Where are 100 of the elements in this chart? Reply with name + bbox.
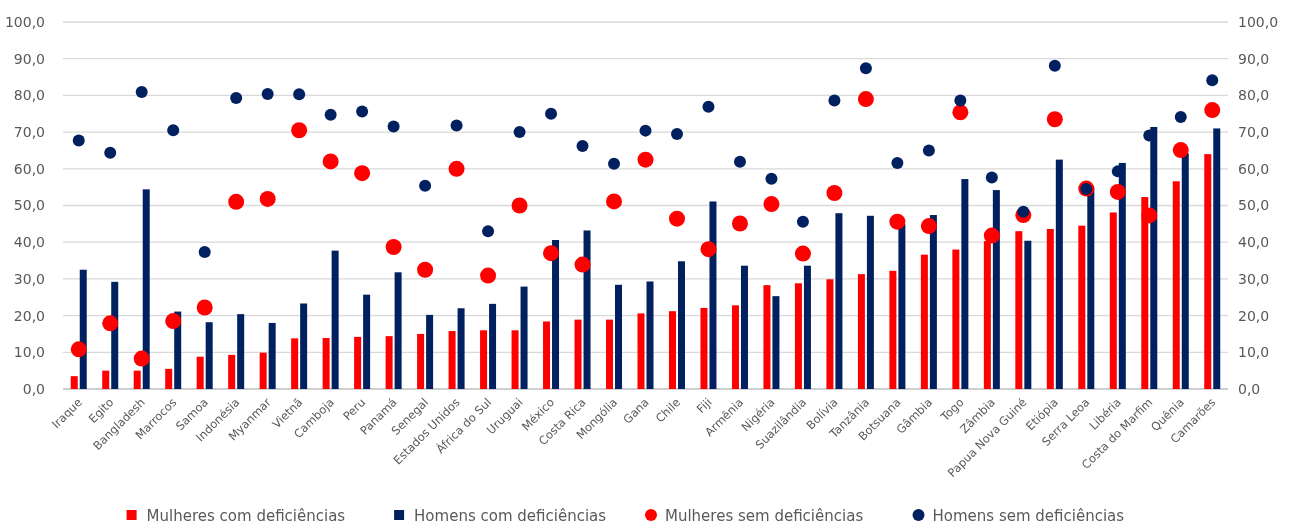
bar (205, 322, 213, 389)
point (889, 213, 906, 230)
y-tick-label: 90,0 (13, 50, 45, 67)
point (983, 227, 1000, 244)
bar (457, 308, 465, 389)
bar (700, 307, 708, 389)
bar (300, 303, 308, 389)
bar (920, 254, 928, 389)
bar (228, 354, 236, 389)
bar (394, 272, 402, 389)
point (102, 315, 119, 332)
bar (615, 284, 623, 389)
point (637, 151, 654, 168)
bar (70, 376, 78, 389)
bar (1204, 154, 1212, 389)
bar (426, 314, 434, 389)
bar (677, 261, 685, 389)
bar (763, 285, 771, 389)
bar (102, 370, 110, 389)
bar (448, 331, 456, 389)
y-tick-label: 100,0 (4, 13, 45, 30)
y2-tick-label: 50,0 (1238, 197, 1270, 214)
point (291, 122, 308, 139)
y2-tick-label: 90,0 (1238, 50, 1270, 67)
point (356, 105, 369, 118)
bar (268, 322, 276, 389)
bar (731, 305, 739, 389)
y2-tick-label: 60,0 (1238, 160, 1270, 177)
point (543, 245, 560, 262)
point (198, 246, 211, 259)
bar (142, 189, 150, 389)
point (700, 241, 717, 258)
point (639, 124, 652, 137)
point (196, 299, 213, 316)
legend-label: Mulheres com deficiências (146, 507, 346, 525)
y2-tick-label: 10,0 (1238, 344, 1270, 361)
bar (133, 370, 141, 389)
bar (740, 265, 748, 389)
point (702, 100, 715, 113)
point (794, 245, 811, 262)
bar (1078, 225, 1086, 389)
bar (1213, 128, 1221, 389)
bar (1015, 231, 1023, 389)
bar (637, 313, 645, 389)
point (1046, 111, 1063, 128)
bar (237, 314, 245, 389)
bar (952, 249, 960, 389)
point (954, 94, 967, 107)
bar (363, 294, 371, 389)
point (606, 193, 623, 210)
bar (889, 270, 897, 389)
point (731, 215, 748, 232)
bar (385, 336, 393, 389)
point (261, 87, 274, 100)
bar (606, 319, 614, 389)
bar (196, 356, 204, 389)
bar (574, 319, 582, 389)
point (511, 197, 528, 214)
point (482, 225, 495, 238)
point (354, 165, 371, 182)
bar (165, 368, 173, 389)
y2-tick-label: 100,0 (1238, 13, 1279, 30)
point (826, 185, 843, 202)
point (165, 313, 182, 330)
point (259, 190, 276, 207)
point (545, 107, 558, 120)
bar (866, 215, 874, 389)
point (417, 261, 434, 278)
point (920, 218, 937, 235)
point (72, 134, 85, 147)
bar (354, 336, 362, 389)
bar (794, 283, 802, 389)
bar (1109, 212, 1117, 389)
bar (709, 201, 717, 389)
point (133, 350, 150, 367)
y2-tick-label: 80,0 (1238, 87, 1270, 104)
point (1206, 74, 1219, 87)
bar (520, 286, 528, 389)
point (228, 193, 245, 210)
y-tick-label: 30,0 (13, 270, 45, 287)
point (1174, 111, 1187, 124)
legend-label: Homens sem deficiências (932, 507, 1125, 525)
point (1109, 183, 1126, 200)
point (891, 156, 904, 169)
point (324, 108, 337, 121)
bar (1172, 181, 1180, 389)
point (104, 146, 117, 159)
point (480, 267, 497, 284)
y2-tick-label: 30,0 (1238, 270, 1270, 287)
point (387, 120, 400, 133)
point (952, 104, 969, 121)
bar (79, 269, 87, 389)
point (733, 155, 746, 168)
y2-tick-label: 70,0 (1238, 124, 1270, 140)
bar (480, 330, 488, 389)
point (1017, 205, 1030, 218)
point (922, 144, 935, 157)
point (70, 341, 87, 358)
point (763, 196, 780, 213)
y-tick-label: 20,0 (13, 307, 45, 324)
